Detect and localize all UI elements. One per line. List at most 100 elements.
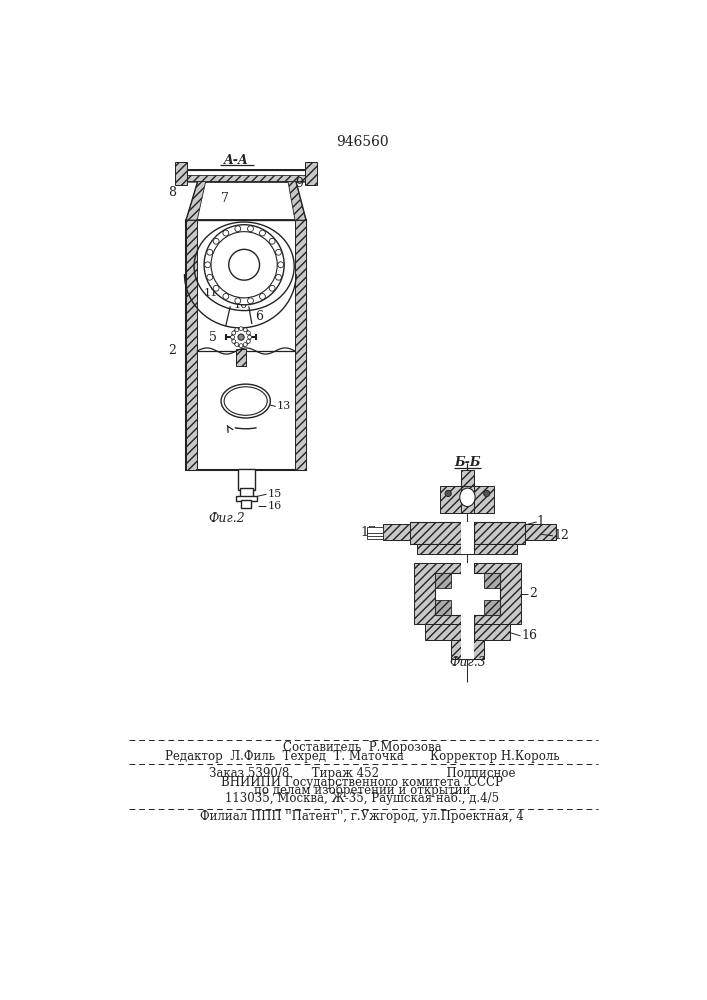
Ellipse shape xyxy=(460,488,475,507)
Circle shape xyxy=(243,328,247,332)
Bar xyxy=(461,544,474,554)
Bar xyxy=(368,527,382,533)
Text: Б-Б: Б-Б xyxy=(454,456,481,469)
Bar xyxy=(295,220,305,470)
Circle shape xyxy=(247,226,253,232)
Bar xyxy=(435,600,450,615)
Text: Фиг.3: Фиг.3 xyxy=(449,656,486,669)
Bar xyxy=(440,486,467,513)
Bar xyxy=(240,488,253,497)
Polygon shape xyxy=(187,182,305,220)
Circle shape xyxy=(445,490,451,497)
Text: 12: 12 xyxy=(554,529,570,542)
Circle shape xyxy=(223,294,229,299)
Circle shape xyxy=(207,249,213,255)
Text: 9: 9 xyxy=(296,177,303,190)
Circle shape xyxy=(259,230,265,236)
Bar xyxy=(235,349,247,366)
Circle shape xyxy=(223,230,229,236)
Polygon shape xyxy=(179,170,313,182)
Text: 2: 2 xyxy=(168,344,177,358)
Bar xyxy=(525,524,556,540)
Bar xyxy=(435,573,500,615)
Polygon shape xyxy=(187,182,206,220)
Circle shape xyxy=(238,334,244,340)
Bar xyxy=(461,470,474,486)
Text: 6: 6 xyxy=(255,310,264,323)
Bar xyxy=(484,573,500,588)
Circle shape xyxy=(276,274,281,280)
Circle shape xyxy=(269,238,275,244)
Circle shape xyxy=(235,328,239,332)
Bar xyxy=(417,544,518,554)
Circle shape xyxy=(232,328,250,346)
Text: 15: 15 xyxy=(267,489,281,499)
Circle shape xyxy=(235,343,239,346)
Circle shape xyxy=(247,331,250,335)
Circle shape xyxy=(229,249,259,280)
Bar xyxy=(187,220,305,470)
Bar xyxy=(461,563,474,624)
Circle shape xyxy=(235,226,240,232)
Bar xyxy=(461,474,474,513)
Text: 5: 5 xyxy=(209,331,217,344)
Bar xyxy=(414,563,521,624)
Bar xyxy=(368,530,382,536)
Circle shape xyxy=(214,285,219,291)
Text: 17: 17 xyxy=(361,526,377,539)
Circle shape xyxy=(247,298,253,304)
Circle shape xyxy=(259,294,265,299)
Text: Заказ 5390/8      Тираж 452                  Подписное: Заказ 5390/8 Тираж 452 Подписное xyxy=(209,767,515,780)
Bar xyxy=(461,522,474,544)
Text: 10: 10 xyxy=(233,300,247,310)
Circle shape xyxy=(239,344,243,348)
Bar xyxy=(382,524,409,540)
Text: 113035, Москва, Ж-35, Раушская наб., д.4/5: 113035, Москва, Ж-35, Раушская наб., д.4… xyxy=(225,792,499,805)
Circle shape xyxy=(230,335,235,339)
Bar xyxy=(305,162,317,185)
Text: 7: 7 xyxy=(221,192,229,205)
Circle shape xyxy=(269,285,275,291)
Bar xyxy=(461,624,474,640)
Text: по делам изобретений и открытий: по делам изобретений и открытий xyxy=(254,784,470,797)
Text: 8: 8 xyxy=(168,186,177,199)
Circle shape xyxy=(232,331,235,335)
Bar xyxy=(235,496,257,501)
Circle shape xyxy=(207,274,213,280)
Circle shape xyxy=(232,339,235,343)
Circle shape xyxy=(484,490,490,497)
Text: 1: 1 xyxy=(537,515,544,528)
Circle shape xyxy=(243,343,247,346)
Bar xyxy=(435,573,450,588)
Text: 11: 11 xyxy=(204,288,218,298)
Text: ВНИИПИ Государственного комитета  СССР: ВНИИПИ Государственного комитета СССР xyxy=(221,776,503,789)
Circle shape xyxy=(278,262,284,268)
Circle shape xyxy=(214,238,219,244)
Circle shape xyxy=(204,225,284,305)
Bar xyxy=(187,220,197,470)
Polygon shape xyxy=(288,182,305,220)
Circle shape xyxy=(247,335,252,339)
Bar xyxy=(461,640,474,659)
Text: Филиал ППП ''Патент'', г.Ужгород, ул.Проектная, 4: Филиал ППП ''Патент'', г.Ужгород, ул.Про… xyxy=(200,810,524,823)
Text: Составитель  Р.Морозова: Составитель Р.Морозова xyxy=(283,741,441,754)
Circle shape xyxy=(204,262,211,268)
Ellipse shape xyxy=(221,384,270,418)
Text: 13: 13 xyxy=(276,401,291,411)
Circle shape xyxy=(211,232,277,298)
Circle shape xyxy=(235,298,240,304)
Text: 16: 16 xyxy=(267,501,281,511)
Text: 946560: 946560 xyxy=(336,135,388,149)
Circle shape xyxy=(247,339,250,343)
Circle shape xyxy=(239,327,243,331)
Text: A-A: A-A xyxy=(224,154,249,167)
Bar xyxy=(368,533,382,539)
Ellipse shape xyxy=(224,387,267,415)
Polygon shape xyxy=(179,170,313,182)
Text: Фиг.2: Фиг.2 xyxy=(209,512,245,525)
Bar xyxy=(241,500,251,508)
Text: 2: 2 xyxy=(529,587,537,600)
Text: Редактор  Л.Филь  Техред  Т. Маточка       Корректор Н.Король: Редактор Л.Филь Техред Т. Маточка Коррек… xyxy=(165,750,559,763)
Bar xyxy=(484,600,500,615)
Circle shape xyxy=(276,249,281,255)
